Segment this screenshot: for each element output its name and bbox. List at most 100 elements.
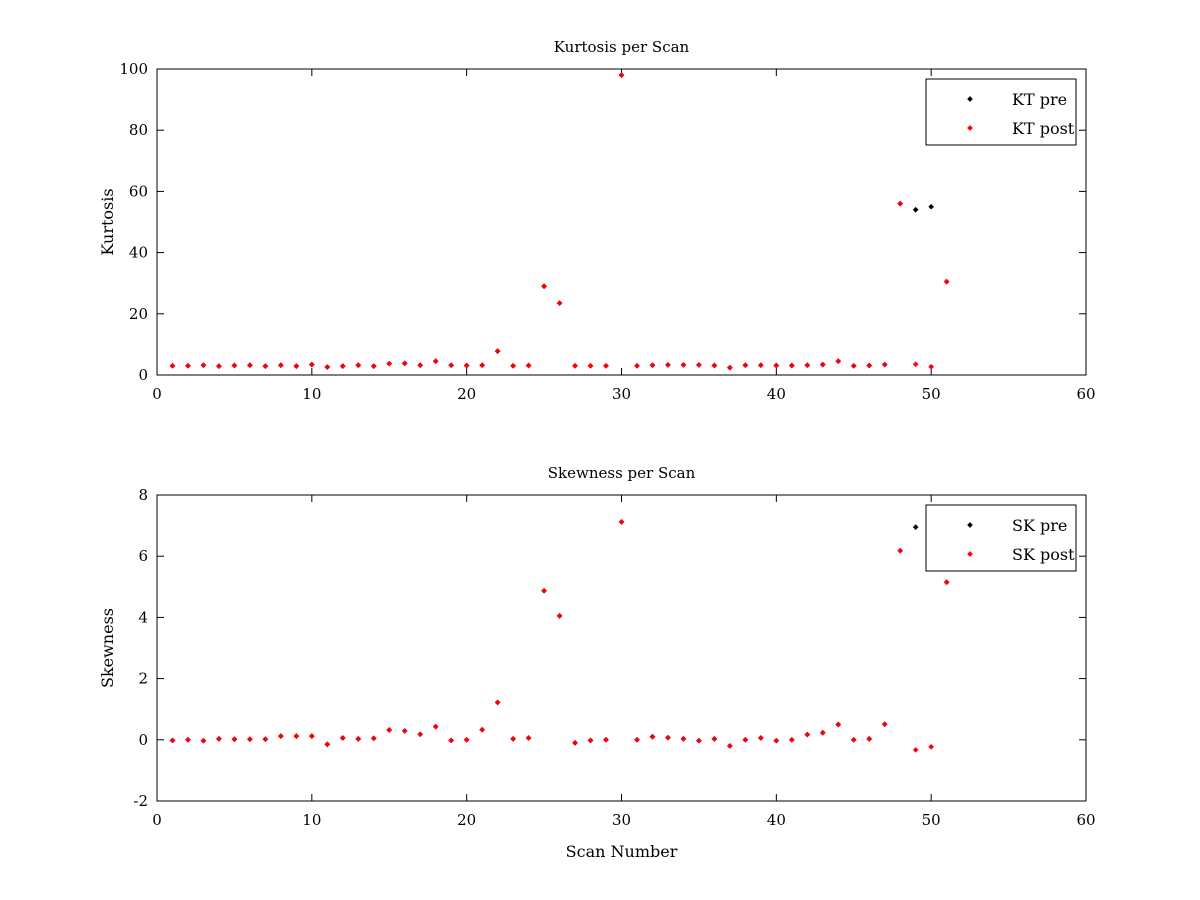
legend-marker [967,96,973,102]
data-point [928,744,934,750]
data-point [835,721,842,728]
data-point [370,735,377,742]
legend-entry: SK pre [1012,516,1067,535]
y-axis-label: Skewness [98,608,117,688]
x-tick-label: 40 [767,385,786,403]
data-point [262,736,269,743]
data-point [912,524,919,530]
data-point [525,362,532,369]
data-point [835,358,842,365]
data-point [758,735,764,741]
data-point [185,362,191,369]
y-tick-label: 8 [138,486,148,504]
data-point [510,362,516,369]
data-point [634,736,640,743]
data-point [448,737,455,744]
data-point [912,747,919,753]
x-tick-label: 60 [1076,385,1095,403]
data-point [742,362,749,369]
y-tick-label: 40 [129,244,148,262]
data-point [309,733,315,739]
data-point [603,736,609,743]
x-tick-label: 10 [302,385,321,403]
data-point [850,736,857,743]
data-point [587,737,594,744]
data-point [401,728,408,734]
data-point [572,362,578,369]
y-tick-label: 20 [129,305,148,323]
data-point [572,740,578,746]
data-point [339,363,346,369]
data-point [417,731,424,738]
x-tick-label: 30 [612,811,631,829]
data-point [649,733,656,740]
data-point [278,362,284,369]
data-point [169,737,176,744]
legend-entry: KT post [1012,119,1075,138]
y-tick-label: 2 [138,670,148,688]
data-point [773,737,780,744]
data-point [634,362,640,369]
data-point [758,362,764,369]
data-point [556,613,563,619]
data-point [680,736,687,742]
data-point [603,362,609,369]
data-point [943,278,950,285]
data-point [711,736,718,742]
data-point [881,361,888,368]
legend-marker [967,551,973,557]
data-point [866,736,873,742]
data-point [819,729,826,736]
data-point [216,736,222,742]
data-point [463,362,470,369]
data-point [231,736,238,743]
data-point [386,360,393,367]
data-point [727,364,733,371]
data-point [742,736,749,743]
data-point [788,736,795,743]
data-point [463,736,470,743]
chart-title: Skewness per Scan [548,464,696,482]
y-tick-label: -2 [133,792,148,810]
legend-box [925,504,1077,572]
data-point [773,362,780,369]
data-point [355,362,362,369]
legend-box [925,78,1077,146]
data-point [448,362,455,369]
data-point [587,362,594,369]
data-point [711,362,718,369]
data-point [494,699,501,706]
data-point [928,363,934,370]
data-point [339,735,346,741]
data-point [819,361,826,368]
data-point [541,283,547,290]
data-point [850,362,857,369]
data-point [897,547,904,554]
data-point [169,362,176,369]
data-point [417,362,424,369]
data-point [680,362,687,368]
data-point [897,200,904,207]
data-point [247,736,253,743]
data-point [665,734,671,741]
y-tick-label: 60 [129,182,148,200]
data-point [665,362,671,368]
x-tick-label: 60 [1076,811,1095,829]
x-tick-label: 50 [922,385,941,403]
x-tick-label: 20 [457,811,476,829]
data-point [618,72,625,78]
data-point [788,362,795,369]
data-point [185,736,191,743]
data-point [401,360,408,367]
data-point [494,348,501,354]
data-point [696,737,702,744]
x-tick-label: 20 [457,385,476,403]
data-point [556,300,563,306]
series-kt-post [169,72,950,371]
data-point [479,362,485,369]
chart-title: Kurtosis per Scan [554,38,690,56]
legend-entry: KT pre [1012,90,1067,109]
legend-marker [967,522,973,528]
